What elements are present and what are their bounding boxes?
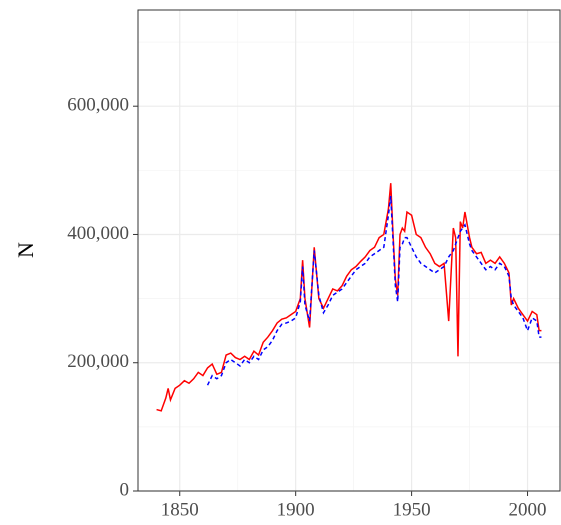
y-tick-label: 200,000: [67, 351, 129, 372]
y-axis-label: N: [13, 242, 38, 258]
x-tick-label: 1900: [277, 499, 315, 520]
series-line: [156, 183, 542, 412]
series-line: [206, 195, 542, 386]
y-tick-label: 600,000: [67, 95, 129, 116]
x-tick-label: 1950: [393, 499, 431, 520]
y-tick-label: 0: [120, 479, 130, 500]
y-tick-label: 400,000: [67, 223, 129, 244]
x-tick-label: 1850: [161, 499, 199, 520]
x-tick-label: 2000: [509, 499, 547, 520]
panel-border: [137, 9, 561, 492]
